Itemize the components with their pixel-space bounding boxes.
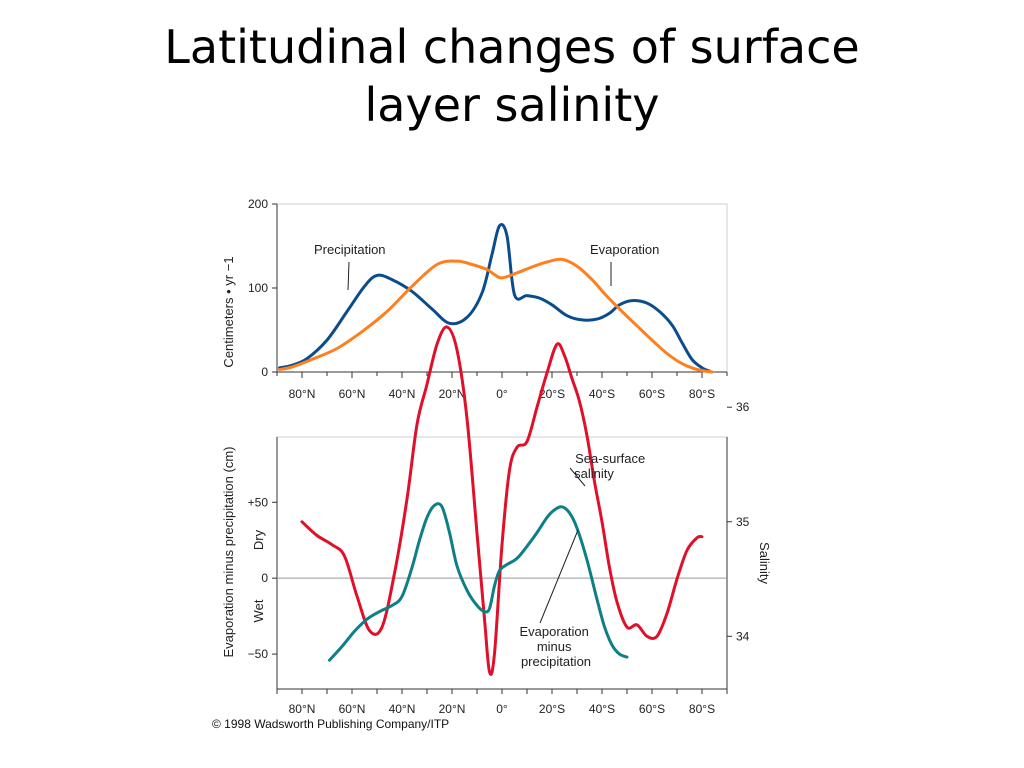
copyright-notice: © 1998 Wadsworth Publishing Company/ITP: [212, 717, 450, 731]
top-x-tick-label: 60°N: [339, 387, 366, 401]
bottom-x-tick-label: 40°N: [389, 702, 416, 716]
evaporation-minus-precipitation-line: [328, 502, 629, 662]
evaporation-line: [278, 257, 714, 374]
salinity-annotation: Sea-surface salinity: [574, 451, 649, 481]
emp-pointer: [539, 529, 579, 624]
top-y-axis-label: Centimeters • yr −1: [221, 256, 236, 367]
top-x-tick-label: 20°S: [539, 387, 565, 401]
salinity-chart: +50 0 −50 34 35 36 80°N 60°N 40°N 20°N 0° 20°S 40°…: [221, 325, 772, 716]
title-line-2: layer salinity: [364, 78, 660, 132]
top-x-tick-label: 60°S: [639, 387, 665, 401]
precipitation-pointer: [347, 261, 350, 291]
top-x-tick-label: 80°N: [289, 387, 316, 401]
bottom-y-tick-label: −50: [248, 647, 269, 661]
bottom-x-tick-label: 20°S: [539, 702, 565, 716]
precipitation-line: [278, 223, 711, 373]
precip-evap-chart: 0 100 200 80°N 60°N 40°N 20°N 0° 20°S 40°S 60°S 80…: [221, 197, 728, 401]
title-line-1: Latitudinal changes of surface: [164, 20, 860, 74]
slide-title: Latitudinal changes of surface layer sal…: [0, 18, 1024, 134]
bottom-x-tick-label: 40°S: [589, 702, 615, 716]
top-x-tick-label: 80°S: [689, 387, 715, 401]
bottom-x-tick-label: 0°: [496, 702, 508, 716]
wet-label: Wet: [251, 599, 266, 622]
top-x-tick-label: 40°S: [589, 387, 615, 401]
evaporation-annotation: Evaporation: [590, 242, 659, 257]
right-y-tick-label: 35: [736, 515, 750, 529]
bottom-x-tick-label: 20°N: [439, 702, 466, 716]
bottom-y-tick-label: 0: [261, 571, 268, 585]
emp-annotation: Evaporation minus precipitation: [519, 624, 592, 669]
top-y-tick-label: 200: [248, 197, 268, 211]
precipitation-annotation: Precipitation: [314, 242, 386, 257]
salinity-annotation-line2: salinity: [574, 466, 614, 481]
bottom-x-tick-label: 60°S: [639, 702, 665, 716]
bottom-y-tick-label: +50: [248, 495, 269, 509]
top-x-tick-label: 0°: [496, 387, 508, 401]
emp-annotation-line2: minus: [537, 639, 572, 654]
emp-annotation-line1: Evaporation: [519, 624, 588, 639]
bottom-x-tick-label: 80°N: [289, 702, 316, 716]
bottom-x-tick-label: 80°S: [689, 702, 715, 716]
top-y-tick-label: 0: [261, 365, 268, 379]
right-y-tick-label: 34: [736, 629, 750, 643]
salinity-pointer: [569, 467, 586, 487]
right-y-tick-label: 36: [736, 400, 750, 414]
emp-annotation-line3: precipitation: [521, 654, 591, 669]
top-y-tick-label: 100: [248, 281, 268, 295]
top-x-tick-label: 20°N: [439, 387, 466, 401]
sea-surface-salinity-line: [300, 325, 704, 676]
top-x-tick-label: 40°N: [389, 387, 416, 401]
bottom-x-tick-label: 60°N: [339, 702, 366, 716]
dry-label: Dry: [251, 529, 266, 550]
salinity-annotation-line1: Sea-surface: [575, 451, 645, 466]
right-y-axis-label: Salinity: [757, 542, 772, 584]
bottom-y-axis-label: Evaporation minus precipitation (cm): [221, 447, 236, 658]
